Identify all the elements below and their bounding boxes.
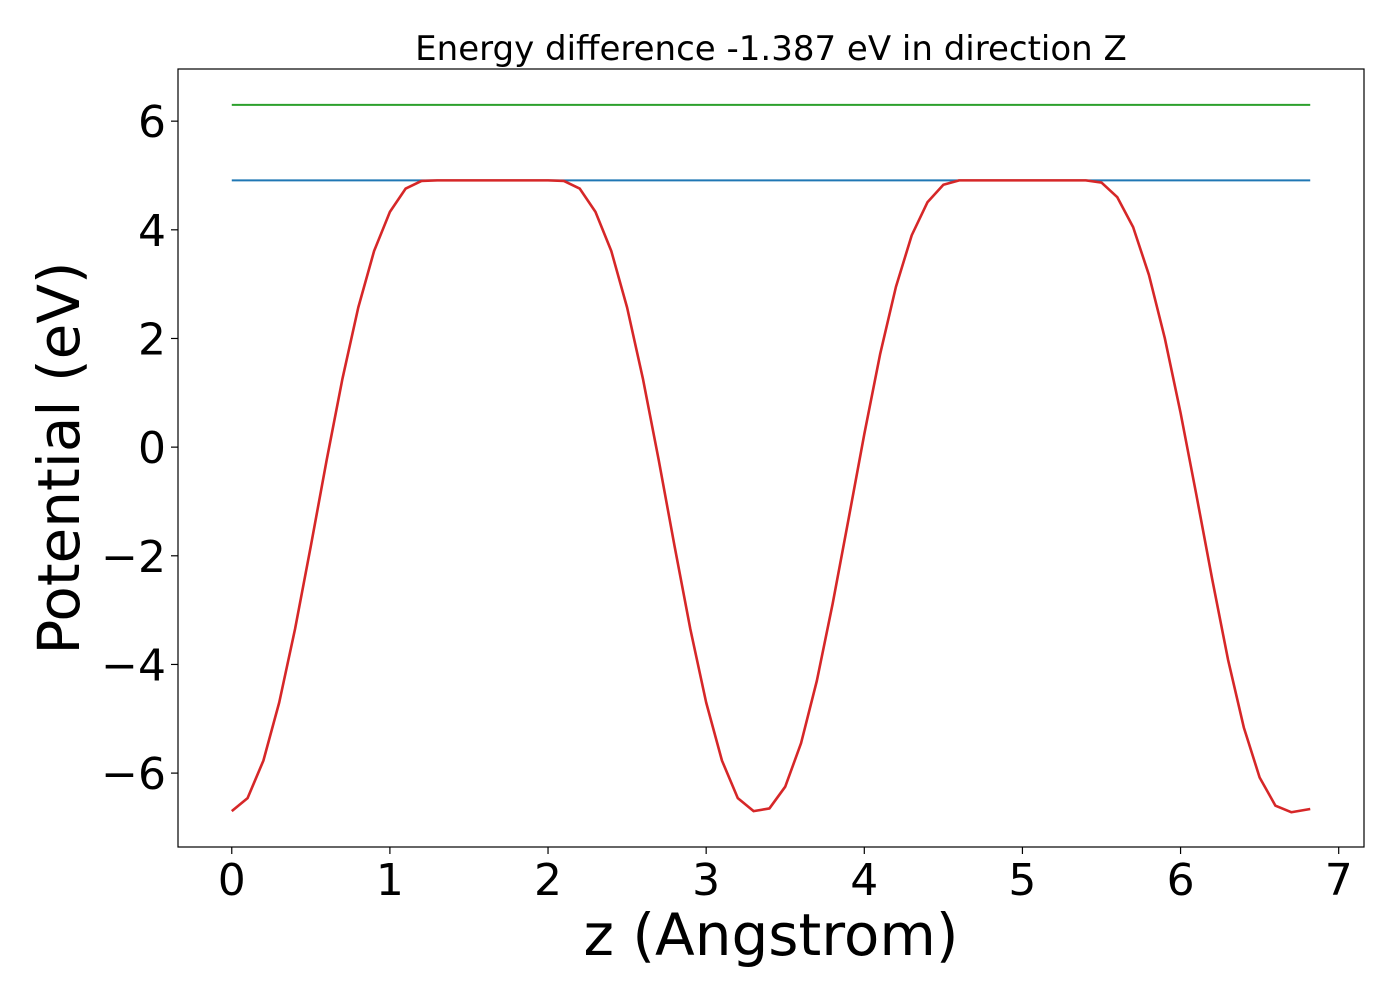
y-tick-label: −2: [101, 532, 166, 583]
y-axis-ticks: −6 −4 −2 0 2 4 6: [101, 97, 178, 800]
y-tick-label: 4: [138, 206, 166, 257]
x-axis-label: z (Angstrom): [584, 901, 959, 969]
chart-title: Energy difference -1.387 eV in direction…: [415, 29, 1127, 69]
y-tick-label: 0: [138, 423, 166, 474]
y-tick-label: −6: [101, 749, 166, 800]
y-tick-label: 6: [138, 97, 166, 148]
x-tick-label: 2: [534, 855, 562, 906]
y-tick-label: −4: [101, 640, 166, 691]
plot-area-frame: [177, 68, 1365, 848]
x-tick-label: 1: [376, 855, 404, 906]
x-tick-label: 0: [218, 855, 246, 906]
x-tick-label: 4: [850, 855, 878, 906]
x-tick-label: 6: [1167, 855, 1195, 906]
y-tick-label: 2: [138, 314, 166, 365]
series-layer: [230, 103, 1311, 814]
y-axis-label: Potential (eV): [25, 261, 93, 654]
x-tick-label: 5: [1008, 855, 1036, 906]
series-line-3: [230, 179, 1311, 814]
x-axis-ticks: 0 1 2 3 4 5 6 7: [218, 847, 1353, 906]
x-tick-label: 3: [692, 855, 720, 906]
x-tick-label: 7: [1325, 855, 1353, 906]
